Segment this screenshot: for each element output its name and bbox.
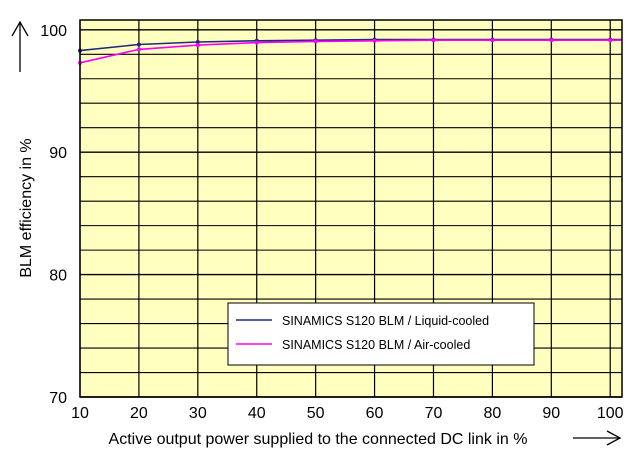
x-tick-labels: 10 20 30 40 50 60 70 80 90 100 <box>71 405 624 422</box>
y-tick-labels: 70 80 90 100 <box>40 23 67 407</box>
x-tick-label: 100 <box>597 405 624 422</box>
y-axis-arrow-icon <box>11 20 29 72</box>
legend: SINAMICS S120 BLM / Liquid-cooled SINAMI… <box>227 302 535 366</box>
plot-border <box>79 19 623 398</box>
x-tick-label: 60 <box>366 405 384 422</box>
x-tick-label: 40 <box>248 405 266 422</box>
data-point-1 <box>195 43 200 48</box>
data-point-1 <box>136 47 141 52</box>
series-lines <box>78 37 622 65</box>
x-tick-label: 50 <box>307 405 325 422</box>
x-tick-label: 90 <box>542 405 560 422</box>
data-point-1 <box>608 38 613 43</box>
y-tick-label: 90 <box>49 145 67 162</box>
data-point-0 <box>136 42 141 47</box>
legend-box <box>227 302 535 366</box>
x-tick-label: 10 <box>71 405 89 422</box>
y-axis-label: BLM efficiency in % <box>18 138 35 277</box>
x-tick-label: 30 <box>189 405 207 422</box>
data-point-0 <box>195 40 200 45</box>
x-tick-label: 70 <box>425 405 443 422</box>
data-point-1 <box>490 38 495 43</box>
legend-label-air-cooled: SINAMICS S120 BLM / Air-cooled <box>282 338 470 352</box>
data-point-1 <box>254 40 259 45</box>
legend-label-liquid-cooled: SINAMICS S120 BLM / Liquid-cooled <box>282 314 489 328</box>
data-point-1 <box>549 38 554 43</box>
x-tick-label: 80 <box>483 405 501 422</box>
x-tick-label: 20 <box>130 405 148 422</box>
data-point-1 <box>372 38 377 43</box>
y-tick-label: 100 <box>40 23 67 40</box>
y-tick-label: 70 <box>49 390 67 407</box>
y-tick-label: 80 <box>49 268 67 285</box>
data-point-1 <box>313 39 318 44</box>
data-point-1 <box>431 38 436 43</box>
x-axis-arrow-icon <box>573 430 622 446</box>
x-axis-label: Active output power supplied to the conn… <box>109 431 528 448</box>
